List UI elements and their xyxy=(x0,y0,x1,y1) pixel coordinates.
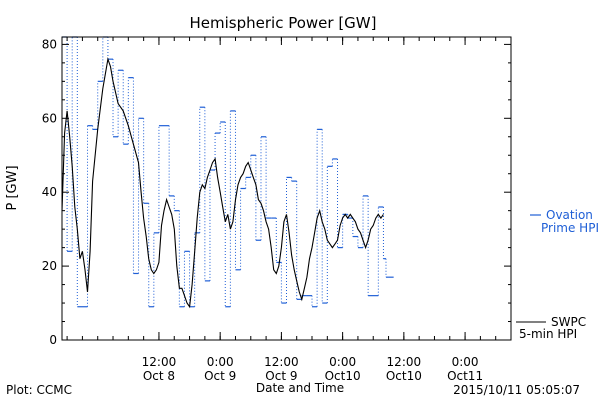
x-tick-date-label-3: Oct10 xyxy=(325,369,361,383)
y-tick-label-1: 20 xyxy=(42,259,57,273)
legend-ovation-label-line2: Prime HPI xyxy=(541,221,599,235)
legend-swpc-label-line2: 5-min HPI xyxy=(519,327,577,341)
x-axis-label: Date and Time xyxy=(256,381,344,395)
chart-title: Hemispheric Power [GW] xyxy=(190,14,377,32)
y-tick-label-4: 80 xyxy=(42,37,57,51)
y-tick-label-2: 40 xyxy=(42,185,57,199)
x-tick-date-label-0: Oct 8 xyxy=(143,369,175,383)
x-tick-time-label-3: 0:00 xyxy=(329,355,356,369)
y-axis: 0 20 40 60 80 xyxy=(42,37,511,347)
plot-frame xyxy=(61,36,512,341)
x-tick-date-label-5: Oct11 xyxy=(447,369,483,383)
x-tick-time-label-5: 0:00 xyxy=(452,355,479,369)
x-tick-date-label-1: Oct 9 xyxy=(204,369,236,383)
x-tick-time-label-2: 12:00 xyxy=(264,355,299,369)
legend-swpc-label-line1: SWPC xyxy=(551,315,586,329)
series-swpc-5min-hpi xyxy=(61,57,384,309)
x-tick-time-label-4: 12:00 xyxy=(387,355,422,369)
x-tick-time-label-0: 12:00 xyxy=(142,355,177,369)
y-tick-label-3: 60 xyxy=(42,111,57,125)
y-tick-label-0: 0 xyxy=(49,333,57,347)
plot-credit: Plot: CCMC xyxy=(6,383,72,397)
legend-ovation-label-line1: Ovation xyxy=(546,208,593,222)
x-tick-date-label-4: Oct10 xyxy=(386,369,422,383)
x-tick-date-label-2: Oct 9 xyxy=(265,369,297,383)
y-axis-label: P [GW] xyxy=(5,165,20,210)
plot-timestamp: 2015/10/11 05:05:07 xyxy=(453,383,580,397)
legend: Ovation Prime HPI SWPC 5-min HPI xyxy=(516,208,599,341)
x-tick-time-label-1: 0:00 xyxy=(207,355,234,369)
